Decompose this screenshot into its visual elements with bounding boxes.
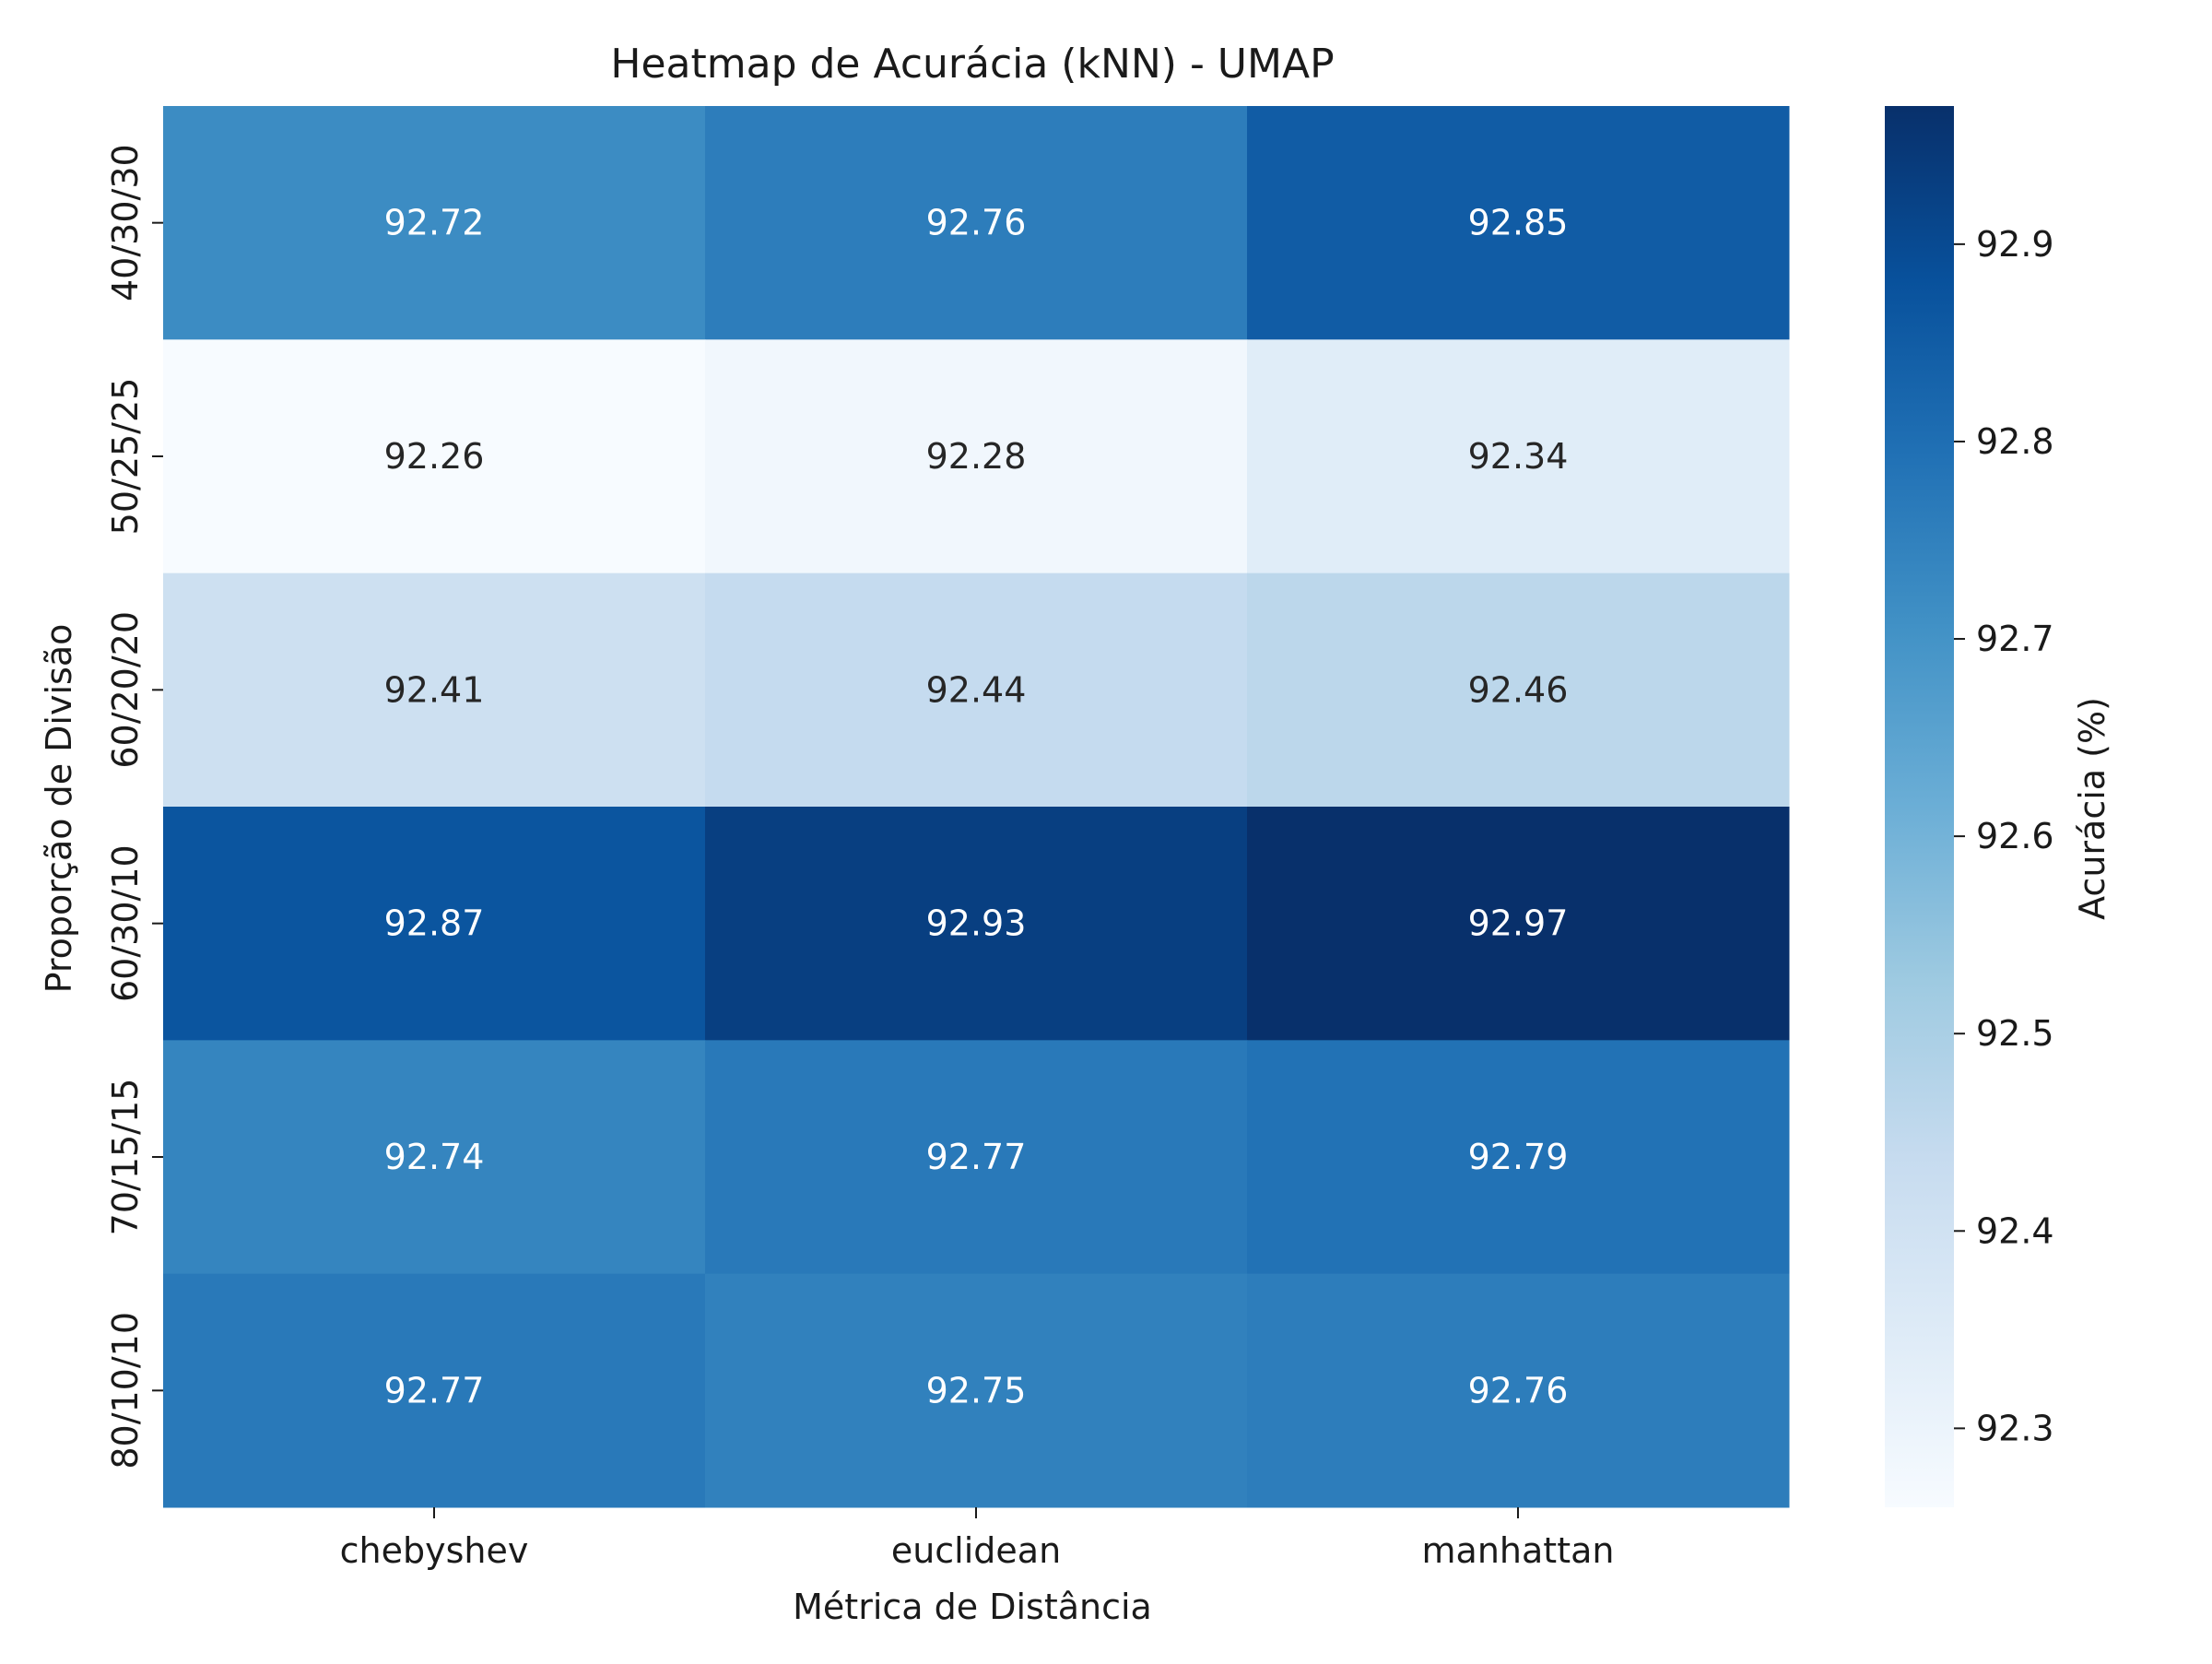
x-axis-ticks: chebyshev euclidean manhattan [340,1507,1615,1571]
heatmap-cell-label: 92.77 [926,1137,1027,1177]
heatmap-cell [1247,1040,1790,1275]
heatmap-cell [163,572,706,808]
heatmap-cell-label: 92.85 [1468,203,1569,243]
heatmap-cell-label: 92.41 [384,669,485,710]
heatmap-cell [1247,807,1790,1041]
chart-title: Heatmap de Acurácia (kNN) - UMAP [610,41,1334,88]
y-axis-ticks: 40/30/30 50/25/25 60/20/20 60/30/10 70/15/15… [105,144,163,1469]
colorbar-label: Acurácia (%) [2072,697,2112,920]
x-tick-label: euclidean [891,1530,1061,1571]
colorbar-tick-label: 92.7 [1976,619,2054,659]
heatmap-cell [163,1273,706,1508]
colorbar-tick-label: 92.3 [1976,1408,2054,1448]
colorbar-tick-label: 92.4 [1976,1210,2054,1251]
y-tick-label: 40/30/30 [105,144,146,301]
colorbar-tick-label: 92.6 [1976,816,2054,856]
colorbar-tick-label: 92.9 [1976,224,2054,265]
heatmap-cell [705,339,1248,574]
heatmap-cell-label: 92.79 [1468,1137,1569,1177]
y-tick-label: 60/20/20 [105,611,146,769]
colorbar-tick-label: 92.5 [1976,1013,2054,1054]
heatmap-cell-label: 92.97 [1468,903,1569,944]
x-tick-label: manhattan [1422,1530,1615,1571]
heatmap-cell [163,339,706,574]
heatmap-cell-label: 92.76 [926,203,1027,243]
heatmap-cell [705,572,1248,808]
heatmap-cell-label: 92.74 [384,1137,485,1177]
heatmap-cell [163,106,706,340]
heatmap-cell-label: 92.72 [384,203,485,243]
heatmap-cell-label: 92.77 [384,1370,485,1410]
x-tick-label: chebyshev [340,1530,529,1571]
heatmap-cell [705,106,1248,340]
colorbar-ticks: 92.3 92.4 92.5 92.6 92.7 92.8 92.9 [1954,224,2054,1448]
heatmap-cell [705,807,1248,1041]
heatmap-cell [1247,106,1790,340]
heatmap-cell-label: 92.46 [1468,669,1569,710]
y-axis-label: Proporção de Divisão [39,624,79,994]
heatmap-cell [1247,1273,1790,1508]
heatmap-cell-label: 92.28 [926,436,1027,477]
colorbar [1885,106,1954,1507]
heatmap-cell [705,1040,1248,1275]
heatmap-cell-label: 92.26 [384,436,485,477]
y-tick-label: 70/15/15 [105,1079,146,1236]
y-tick-label: 50/25/25 [105,378,146,536]
heatmap-cell-label: 92.75 [926,1370,1027,1410]
heatmap-cell-label: 92.34 [1468,436,1569,477]
heatmap-cell [1247,339,1790,574]
heatmap-cell-label: 92.76 [1468,1370,1569,1410]
heatmap-cell [705,1273,1248,1508]
y-tick-label: 80/10/10 [105,1312,146,1469]
colorbar-tick-label: 92.8 [1976,421,2054,462]
heatmap-cell-label: 92.44 [926,669,1027,710]
y-tick-label: 60/30/10 [105,844,146,1002]
x-axis-label: Métrica de Distância [793,1587,1152,1627]
heatmap-cells: 92.72 92.76 92.85 92.26 92.28 92.34 92.41 92.44… [163,106,1790,1508]
heatmap-cell [1247,572,1790,808]
heatmap-cell [163,1040,706,1275]
heatmap-cell [163,807,706,1041]
heatmap-cell-label: 92.93 [926,903,1027,944]
heatmap-cell-label: 92.87 [384,903,485,944]
